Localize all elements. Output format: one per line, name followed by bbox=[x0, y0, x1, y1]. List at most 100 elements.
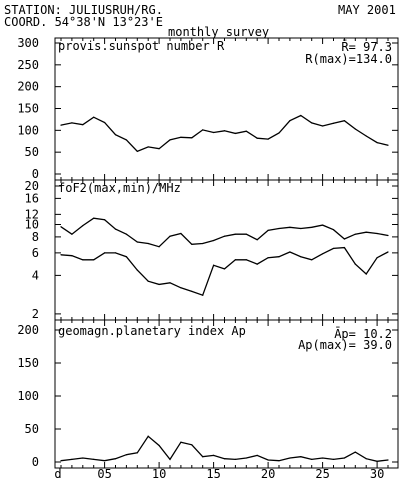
data-point bbox=[365, 458, 367, 460]
data-point bbox=[169, 139, 171, 141]
data-point bbox=[213, 239, 215, 242]
data-point bbox=[223, 458, 226, 460]
data-point bbox=[191, 137, 193, 139]
data-point bbox=[60, 226, 62, 228]
data-point bbox=[202, 456, 204, 458]
panel-annotation: R(max)=134.0 bbox=[305, 52, 392, 66]
x-tick-label: d bbox=[54, 467, 61, 480]
data-point bbox=[376, 257, 378, 259]
data-point bbox=[71, 255, 73, 257]
data-point bbox=[202, 129, 204, 131]
y-tick-label: 200 bbox=[17, 80, 39, 94]
data-point bbox=[300, 256, 302, 258]
data-point bbox=[223, 130, 226, 132]
x-tick-label: 15 bbox=[206, 467, 220, 480]
data-point bbox=[311, 458, 313, 460]
data-point bbox=[322, 224, 324, 226]
data-point bbox=[256, 454, 258, 456]
data-point bbox=[256, 239, 258, 241]
data-point bbox=[365, 273, 367, 275]
x-tick-label: 30 bbox=[370, 467, 384, 480]
data-point bbox=[125, 233, 127, 235]
y-tick-label: 100 bbox=[17, 123, 39, 137]
y-tick-label: 0 bbox=[32, 455, 39, 469]
data-point bbox=[289, 457, 291, 459]
data-point bbox=[278, 460, 280, 462]
data-point bbox=[158, 283, 160, 286]
data-point bbox=[343, 120, 345, 122]
data-point bbox=[60, 124, 62, 126]
data-point bbox=[213, 131, 215, 134]
data-point bbox=[245, 233, 247, 235]
panel-frame bbox=[54, 319, 399, 469]
data-point bbox=[147, 242, 149, 245]
data-point bbox=[191, 243, 193, 245]
data-point bbox=[82, 225, 84, 227]
data-point bbox=[387, 234, 389, 237]
data-point bbox=[147, 435, 149, 437]
data-point bbox=[82, 457, 84, 459]
data-point bbox=[300, 227, 302, 230]
data-point bbox=[147, 280, 149, 282]
series-line-1 bbox=[60, 435, 389, 462]
data-point bbox=[158, 444, 160, 447]
data-point bbox=[180, 441, 182, 443]
data-point bbox=[311, 122, 313, 124]
data-point bbox=[278, 132, 280, 134]
series-line-2 bbox=[60, 246, 389, 297]
panel-title: provis.sunspot number R bbox=[58, 39, 225, 53]
data-point bbox=[147, 146, 149, 148]
series-line-1 bbox=[60, 114, 389, 153]
panel-title: foF2(max,min)/MHz bbox=[58, 181, 181, 195]
date-label: MAY 2001 bbox=[338, 3, 396, 17]
y-tick-label: 20 bbox=[25, 179, 39, 193]
y-tick-label: 6 bbox=[32, 246, 39, 260]
series-line-1 bbox=[60, 217, 389, 248]
data-point bbox=[114, 228, 117, 230]
data-point bbox=[267, 138, 269, 140]
data-point bbox=[354, 128, 356, 130]
y-tick-label: 16 bbox=[25, 191, 39, 205]
data-point bbox=[213, 264, 215, 266]
data-point bbox=[213, 454, 215, 456]
data-point bbox=[354, 451, 356, 453]
y-tick-label: 4 bbox=[32, 268, 39, 282]
data-point bbox=[93, 116, 95, 118]
data-point bbox=[136, 269, 138, 271]
data-point bbox=[354, 263, 356, 265]
data-point bbox=[354, 233, 356, 235]
data-point bbox=[180, 232, 182, 235]
data-point bbox=[93, 217, 95, 219]
data-point bbox=[300, 456, 302, 458]
data-point bbox=[114, 134, 117, 136]
panel-annotation: Ap(max)= 39.0 bbox=[298, 338, 392, 352]
data-point bbox=[267, 229, 269, 231]
data-point bbox=[332, 229, 335, 231]
data-point bbox=[343, 238, 345, 240]
data-point bbox=[376, 460, 378, 462]
data-point bbox=[125, 139, 127, 141]
data-point bbox=[71, 122, 73, 124]
data-point bbox=[343, 457, 345, 459]
data-point bbox=[300, 114, 302, 117]
station-label: STATION: JULIUSRUH/RG. bbox=[4, 3, 163, 17]
data-point bbox=[180, 136, 182, 138]
data-point bbox=[289, 120, 291, 122]
coord-label: COORD. 54°38'N 13°23'E bbox=[4, 15, 163, 29]
data-point bbox=[387, 459, 389, 461]
y-tick-label: 150 bbox=[17, 356, 39, 370]
data-point bbox=[125, 454, 127, 456]
data-point bbox=[104, 121, 106, 124]
y-tick-label: 250 bbox=[17, 58, 39, 72]
data-point bbox=[169, 458, 171, 460]
data-point bbox=[256, 263, 258, 265]
data-point bbox=[289, 251, 291, 253]
data-point bbox=[169, 235, 171, 237]
data-point bbox=[169, 282, 171, 284]
data-point bbox=[114, 252, 117, 254]
data-point bbox=[82, 259, 84, 261]
y-tick-label: 150 bbox=[17, 102, 39, 116]
